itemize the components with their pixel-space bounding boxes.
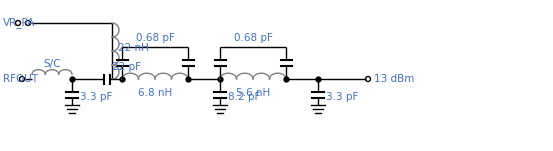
Text: 8.2 pF: 8.2 pF — [228, 92, 260, 102]
Text: 3.3 pF: 3.3 pF — [80, 92, 112, 102]
Text: 3.3 pF: 3.3 pF — [326, 92, 358, 102]
Text: 0.68 pF: 0.68 pF — [135, 33, 174, 43]
Text: 22 pF: 22 pF — [112, 62, 141, 72]
Text: RFOUT: RFOUT — [3, 74, 38, 84]
Text: 22 nH: 22 nH — [118, 43, 149, 53]
Text: 5.6 nH: 5.6 nH — [236, 88, 270, 98]
Text: 0.68 pF: 0.68 pF — [233, 33, 273, 43]
Text: 6.8 nH: 6.8 nH — [138, 88, 172, 98]
Text: VR_PA: VR_PA — [3, 18, 35, 28]
Text: S/C: S/C — [43, 59, 61, 69]
Text: 13 dBm: 13 dBm — [374, 74, 414, 84]
